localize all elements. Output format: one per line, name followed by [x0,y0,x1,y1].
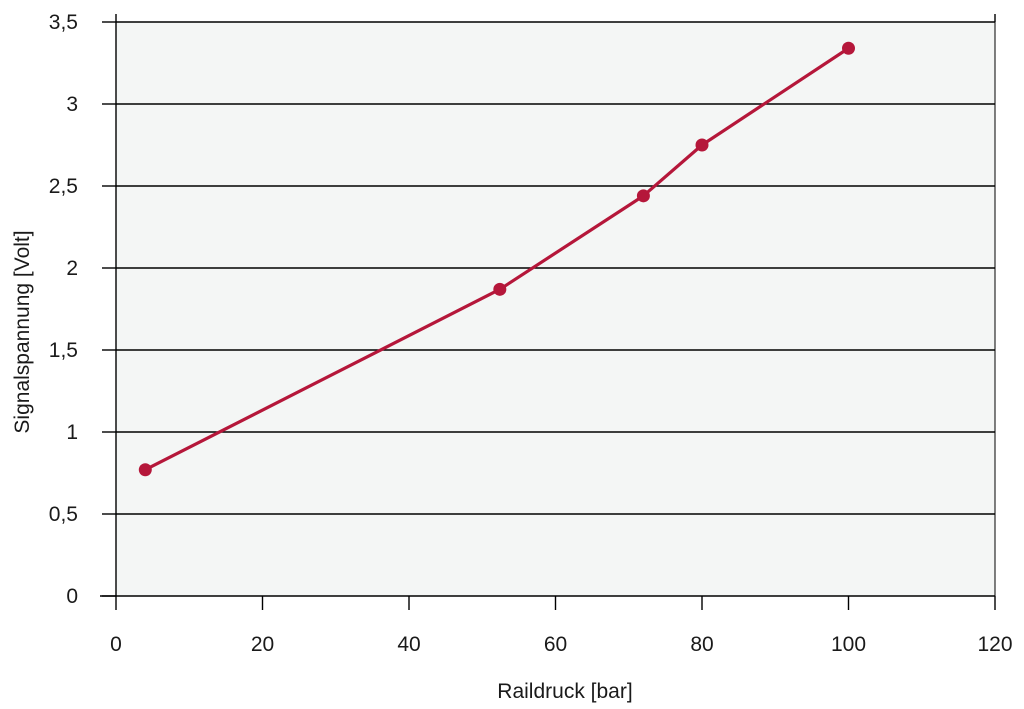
y-tick-label: 3 [66,93,78,116]
plot-area-background [116,22,995,596]
y-tick-label: 3,5 [49,11,78,34]
x-tick-label: 100 [831,633,866,656]
y-tick-label: 2 [66,257,78,280]
data-point [695,138,709,152]
x-tick-label: 120 [977,633,1012,656]
x-tick-label: 60 [544,633,567,656]
x-tick-label: 40 [397,633,420,656]
y-tick-label: 2,5 [49,175,78,198]
series-layer [138,41,855,477]
y-tick-label: 0 [66,585,78,608]
axes [100,14,996,610]
y-tick-label: 1 [66,421,78,444]
x-tick-label: 80 [690,633,713,656]
x-tick-label: 0 [110,633,122,656]
grid-lines [116,21,995,515]
data-point [493,282,507,296]
y-tick-labels: 0 0,5 1 1,5 2 2,5 3 3,5 [49,11,78,608]
y-tick-label: 1,5 [49,339,78,362]
x-tick-label: 20 [251,633,274,656]
data-point [842,41,855,55]
x-tick-labels: 0 20 40 60 80 100 120 [110,633,1012,656]
x-axis-title: Raildruck [bar] [497,680,632,703]
data-point [636,189,650,203]
y-axis-title: Signalspannung [Volt] [11,230,34,433]
y-tick-label: 0,5 [49,503,78,526]
data-point [138,463,152,477]
